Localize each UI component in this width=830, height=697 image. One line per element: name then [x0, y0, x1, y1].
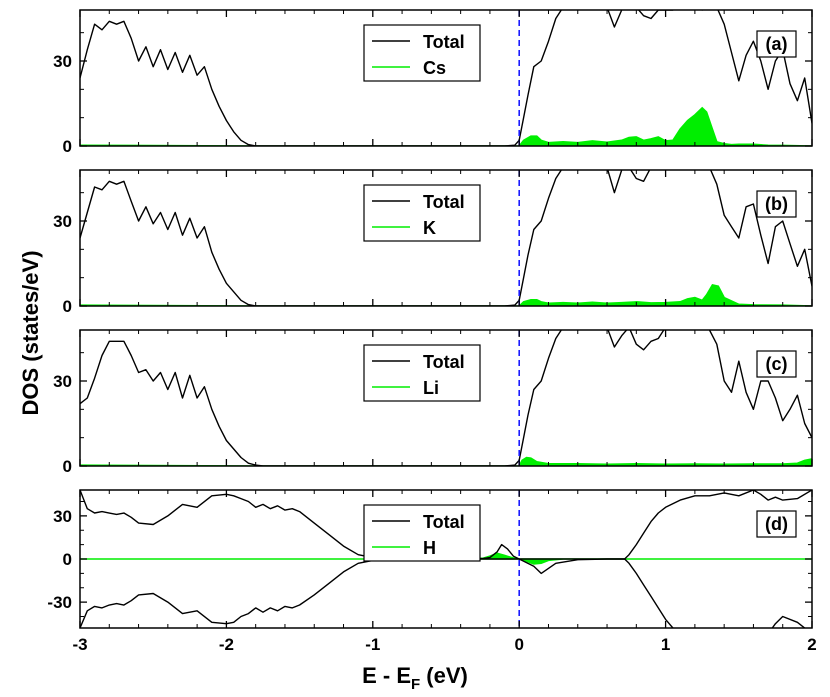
panel-b-legend-box — [363, 184, 481, 242]
panel-c-li-dos-area — [80, 456, 812, 466]
x-tick-label: 2 — [807, 635, 816, 654]
x-tick-label: -2 — [219, 635, 234, 654]
panel-b: 0 30 Total K (b) — [53, 169, 813, 316]
x-tick-label: 1 — [661, 635, 670, 654]
panel-b-label-box — [756, 190, 797, 218]
panel-c-plot-area — [80, 330, 812, 466]
panel-d-total-dos-line-spin-down — [80, 558, 806, 628]
panel-d-legend: Total H — [363, 504, 481, 562]
panel-a-legend: Total Cs — [363, 24, 481, 82]
x-tick-label: 0 — [514, 635, 523, 654]
panel-d-legend-label-total: Total — [423, 512, 465, 532]
panel-d-ytick-label: 30 — [53, 507, 72, 526]
panel-a-ytick-label: 30 — [53, 52, 72, 71]
panel-b-legend: Total K — [363, 184, 481, 242]
panel-a-plot-area — [80, 10, 812, 146]
panel-b-label-text: (b) — [765, 194, 788, 214]
x-tick-label: -3 — [72, 635, 87, 654]
panel-a-legend-label-cs: Cs — [423, 58, 446, 78]
panel-c-legend-label-total: Total — [423, 352, 465, 372]
panel-a-ytick-label: 0 — [63, 137, 72, 156]
panel-b-label: (b) — [756, 190, 797, 218]
panel-c: 0 30 Total Li (c) — [53, 329, 813, 476]
x-axis-title-main: E - E — [362, 663, 411, 688]
panel-c-label: (c) — [756, 350, 797, 378]
panel-c-label-text: (c) — [766, 354, 788, 374]
panel-d: -30 0 30 Total H (d) — [47, 489, 813, 629]
panel-d-ytick-label: 0 — [63, 550, 72, 569]
panel-d-ytick-label: -30 — [47, 593, 72, 612]
panel-b-k-dos-area — [80, 283, 812, 306]
panel-c-legend-label-li: Li — [423, 378, 439, 398]
panel-d-legend-label-h: H — [423, 538, 436, 558]
panel-a-total-dos-line — [80, 10, 812, 146]
x-axis-ticks: -3 -2 -1 0 1 2 — [72, 635, 816, 654]
panel-a: 0 30 Total Cs (a) — [53, 9, 813, 156]
x-axis-title: E - EF (eV) — [362, 663, 468, 693]
panel-c-legend-box — [363, 344, 481, 402]
panel-c-ytick-label: 30 — [53, 372, 72, 391]
panel-b-ytick-label: 30 — [53, 212, 72, 231]
panel-d-label-text: (d) — [765, 514, 788, 534]
panel-c-ytick-label: 0 — [63, 457, 72, 476]
x-tick-label: -1 — [365, 635, 380, 654]
panel-b-ytick-label: 0 — [63, 297, 72, 316]
panel-b-plot-area — [80, 170, 812, 306]
x-axis-title-unit: (eV) — [420, 663, 468, 688]
panel-b-legend-label-total: Total — [423, 192, 465, 212]
panel-c-label-box — [756, 350, 797, 378]
panel-c-total-dos-line — [80, 330, 812, 466]
panel-d-label-box — [756, 510, 797, 538]
panel-a-label: (a) — [756, 30, 797, 58]
panel-a-label-box — [756, 30, 797, 58]
panel-c-legend: Total Li — [363, 344, 481, 402]
panel-a-cs-dos-area — [80, 106, 812, 146]
panel-b-frame — [79, 169, 813, 307]
y-axis-title: DOS (states/eV) — [18, 250, 43, 415]
panel-a-label-text: (a) — [766, 34, 788, 54]
panel-b-total-dos-line — [80, 170, 812, 306]
panel-c-frame — [79, 329, 813, 467]
panel-a-frame — [79, 9, 813, 147]
x-axis-title-sub: F — [411, 676, 420, 693]
panel-d-legend-box — [363, 504, 481, 562]
panel-d-label: (d) — [756, 510, 797, 538]
panel-b-legend-label-k: K — [423, 218, 436, 238]
panel-a-legend-label-total: Total — [423, 32, 465, 52]
panel-a-legend-box — [363, 24, 481, 82]
